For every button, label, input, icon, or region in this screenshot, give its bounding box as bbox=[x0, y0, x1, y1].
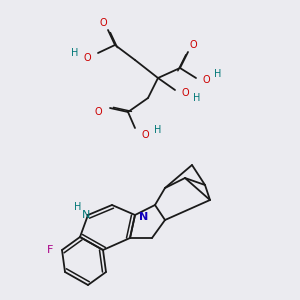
Text: F: F bbox=[47, 245, 53, 255]
Text: O: O bbox=[189, 40, 197, 50]
Text: O: O bbox=[181, 88, 189, 98]
Text: N: N bbox=[140, 212, 148, 222]
Text: H: H bbox=[214, 69, 222, 79]
Text: H: H bbox=[71, 48, 79, 58]
Text: H: H bbox=[74, 202, 82, 212]
Text: H: H bbox=[154, 125, 162, 135]
Text: O: O bbox=[83, 53, 91, 63]
Text: O: O bbox=[99, 18, 107, 28]
Text: N: N bbox=[82, 210, 90, 220]
Text: O: O bbox=[94, 107, 102, 117]
Text: O: O bbox=[202, 75, 210, 85]
Text: O: O bbox=[141, 130, 149, 140]
Text: H: H bbox=[193, 93, 201, 103]
